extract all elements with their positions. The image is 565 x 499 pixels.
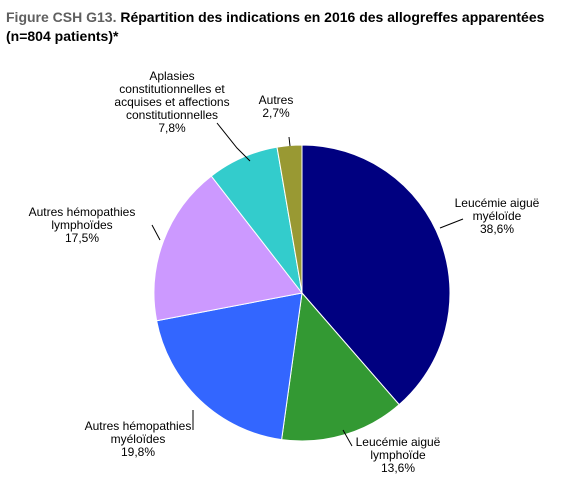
leader-line-0 xyxy=(439,218,464,229)
slice-category-label: Aplasies xyxy=(149,69,194,83)
slice-category-label: lymphoïde xyxy=(370,448,426,462)
slice-category-label: constitutionnelles xyxy=(126,108,218,122)
slice-value-label: 19,8% xyxy=(121,445,155,459)
slice-category-label: Autres hémopathies xyxy=(85,419,192,433)
slice-label-5: Autres 2,7% xyxy=(259,93,294,120)
slice-category-label: myéloïde xyxy=(473,209,522,223)
leader-line-1 xyxy=(342,429,353,447)
slice-category-label: constitutionnelles et xyxy=(119,82,225,96)
slice-label-2: Autres hémopathies myéloïdes 19,8% xyxy=(85,419,192,459)
slice-category-label: acquises et affections xyxy=(114,95,229,109)
pie-slice-2 xyxy=(156,292,303,441)
slice-value-label: 2,7% xyxy=(262,106,290,120)
title-subtitle: (n=804 patients)* xyxy=(6,28,119,44)
leader-line-4 xyxy=(216,122,251,162)
slice-value-label: 7,8% xyxy=(158,121,186,135)
slice-category-label: lymphoïdes xyxy=(51,218,112,232)
leader-line-3 xyxy=(151,224,161,241)
title-text: Répartition des indications en 2016 des … xyxy=(116,9,545,25)
slice-category-label: Autres xyxy=(259,93,294,107)
slice-category-label: Leucémie aiguë xyxy=(455,196,540,210)
slice-category-label: myéloïdes xyxy=(111,432,166,446)
pie-slice-3 xyxy=(153,175,303,322)
slice-label-0: Leucémie aiguë myéloïde 38,6% xyxy=(455,196,540,236)
slice-value-label: 38,6% xyxy=(480,222,514,236)
pie-slice-0 xyxy=(301,144,451,406)
slice-category-label: Autres hémopathies xyxy=(29,205,136,219)
slice-value-label: 13,6% xyxy=(381,461,415,475)
slice-label-1: Leucémie aiguë lymphoïde 13,6% xyxy=(356,435,441,475)
slice-label-4: Aplasies constitutionnelles et acquises et… xyxy=(114,69,229,135)
pie-slice-1 xyxy=(281,291,400,442)
slice-value-label: 17,5% xyxy=(65,231,99,245)
leader-line-5 xyxy=(288,136,291,147)
title-prefix: Figure CSH G13. xyxy=(6,9,117,25)
slice-label-3: Autres hémopathies lymphoïdes 17,5% xyxy=(29,205,136,245)
chart-title: Figure CSH G13. Répartition des indicati… xyxy=(6,8,558,46)
slice-category-label: Leucémie aiguë xyxy=(356,435,441,449)
